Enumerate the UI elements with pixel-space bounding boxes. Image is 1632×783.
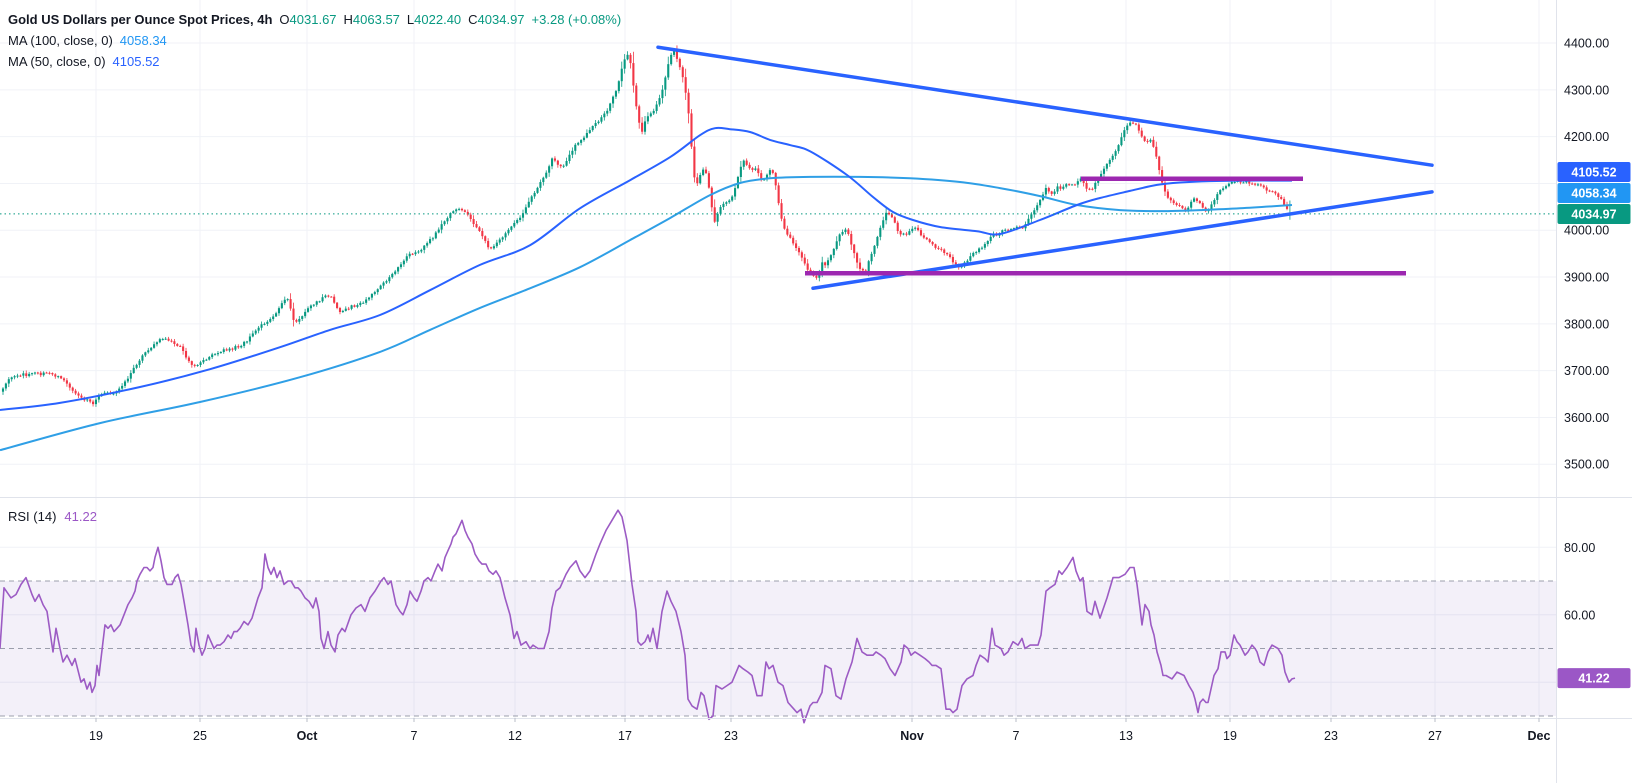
price-tick-label: 4200.00 <box>1564 130 1609 144</box>
time-tick-label: 23 <box>1324 729 1338 743</box>
time-tick-label: 7 <box>1013 729 1020 743</box>
svg-text:41.22: 41.22 <box>1578 672 1609 686</box>
high-value: H4063.57 <box>343 12 400 27</box>
time-tick-label: 17 <box>618 729 632 743</box>
rsi-tick-label: 80.00 <box>1564 541 1595 555</box>
price-tick-label: 4400.00 <box>1564 37 1609 51</box>
time-tick-label: Dec <box>1528 729 1551 743</box>
ma100-legend-row[interactable]: MA (100, close, 0) 4058.34 <box>8 30 621 51</box>
rsi-value-badge <box>1557 668 1631 689</box>
rsi-band <box>0 580 1556 717</box>
svg-text:4058.34: 4058.34 <box>1571 187 1616 201</box>
open-value: O4031.67 <box>279 12 337 27</box>
time-tick-label: 27 <box>1428 729 1442 743</box>
ma50-value: 4105.52 <box>112 54 160 69</box>
svg-text:4034.97: 4034.97 <box>1571 208 1616 222</box>
price-axis[interactable]: 4400.00 4300.00 4200.00 4000.00 3900.00 3800.… <box>1557 37 1631 689</box>
drawings[interactable] <box>656 45 1434 291</box>
ma50-price-badge <box>1557 162 1631 182</box>
svg-text:4105.52: 4105.52 <box>1571 166 1616 180</box>
rsi-value: 41.22 <box>64 509 97 524</box>
ma100-value: 4058.34 <box>119 33 167 48</box>
symbol-legend-row[interactable]: Gold US Dollars per Ounce Spot Prices, 4… <box>8 9 621 30</box>
time-tick-label: 19 <box>89 729 103 743</box>
close-value: C4034.97 <box>468 12 525 27</box>
last-price-badge <box>1557 204 1631 224</box>
price-tick-label: 3800.00 <box>1564 317 1609 331</box>
rsi-legend-row[interactable]: RSI (14) 41.22 <box>8 506 97 527</box>
ma50-legend-row[interactable]: MA (50, close, 0) 4105.52 <box>8 51 621 72</box>
main-chart-legend: Gold US Dollars per Ounce Spot Prices, 4… <box>8 9 621 72</box>
low-value: L4022.40 <box>406 12 462 27</box>
change-value: +3.28 (+0.08%) <box>531 12 622 27</box>
ma50-label: MA (50, close, 0) <box>8 54 106 69</box>
gridlines <box>0 0 1556 718</box>
moving-averages[interactable] <box>0 126 1293 452</box>
price-tick-label: 3700.00 <box>1564 364 1609 378</box>
time-tick-label: Oct <box>297 729 319 743</box>
rsi-label: RSI (14) <box>8 509 57 524</box>
price-tick-label: 4000.00 <box>1564 224 1609 238</box>
time-axis[interactable]: 19 25 Oct 7 12 17 23 Nov 7 13 19 23 27 Dec <box>89 718 1551 743</box>
rsi-tick-label: 60.00 <box>1564 608 1595 622</box>
symbol-title: Gold US Dollars per Ounce Spot Prices, 4… <box>8 12 273 27</box>
time-tick-label: 7 <box>411 729 418 743</box>
time-tick-label: 19 <box>1223 729 1237 743</box>
candlestick-series[interactable] <box>1 45 1291 407</box>
time-tick-label: 25 <box>193 729 207 743</box>
time-tick-label: 12 <box>508 729 522 743</box>
price-tick-label: 4300.00 <box>1564 83 1609 97</box>
descending-resistance-trendline[interactable] <box>656 45 1434 167</box>
ma100-line[interactable] <box>0 175 1293 452</box>
time-tick-label: Nov <box>900 729 924 743</box>
time-tick-label: 13 <box>1119 729 1133 743</box>
price-tick-label: 3600.00 <box>1564 411 1609 425</box>
time-tick-label: 23 <box>724 729 738 743</box>
ma100-label: MA (100, close, 0) <box>8 33 113 48</box>
rsi-legend: RSI (14) 41.22 <box>8 506 97 527</box>
price-tick-label: 3500.00 <box>1564 458 1609 472</box>
ma100-price-badge <box>1557 183 1631 203</box>
price-tick-label: 3900.00 <box>1564 271 1609 285</box>
rsi-line[interactable] <box>0 509 1296 724</box>
ma50-line[interactable] <box>0 126 1293 411</box>
